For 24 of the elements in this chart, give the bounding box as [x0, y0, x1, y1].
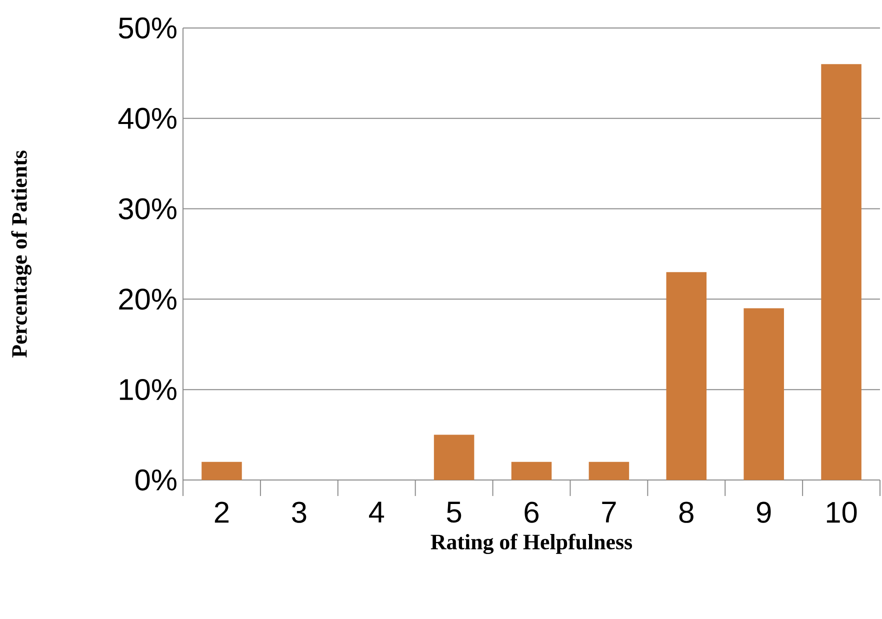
y-tick-label: 30% [118, 198, 176, 220]
bar [821, 64, 862, 480]
x-tick-label: 5 [446, 502, 462, 523]
bar [434, 434, 474, 480]
x-tick-label: 3 [292, 502, 306, 523]
bar [202, 462, 242, 480]
y-tick-label: 50% [118, 17, 176, 39]
x-tick-label: 4 [368, 502, 384, 522]
bar [666, 272, 707, 480]
x-tick-label: 10 [826, 502, 857, 523]
x-tick-label: 8 [679, 502, 694, 523]
bar [588, 462, 630, 480]
bar [511, 462, 552, 480]
x-tick-label: 6 [524, 502, 539, 523]
x-axis-title: Rating of Helpfulness [430, 534, 632, 554]
y-tick-label: 20% [119, 288, 176, 310]
bar [744, 308, 784, 480]
y-axis-title: Percentage of Patients [11, 150, 32, 358]
y-tick-label: 40% [118, 108, 176, 129]
x-tick-label: 7 [602, 502, 616, 522]
y-tick-label: 10% [120, 379, 176, 400]
x-tick-label: 2 [214, 502, 229, 523]
x-tick-label: 9 [756, 502, 771, 523]
y-tick-label: 0% [135, 469, 176, 491]
